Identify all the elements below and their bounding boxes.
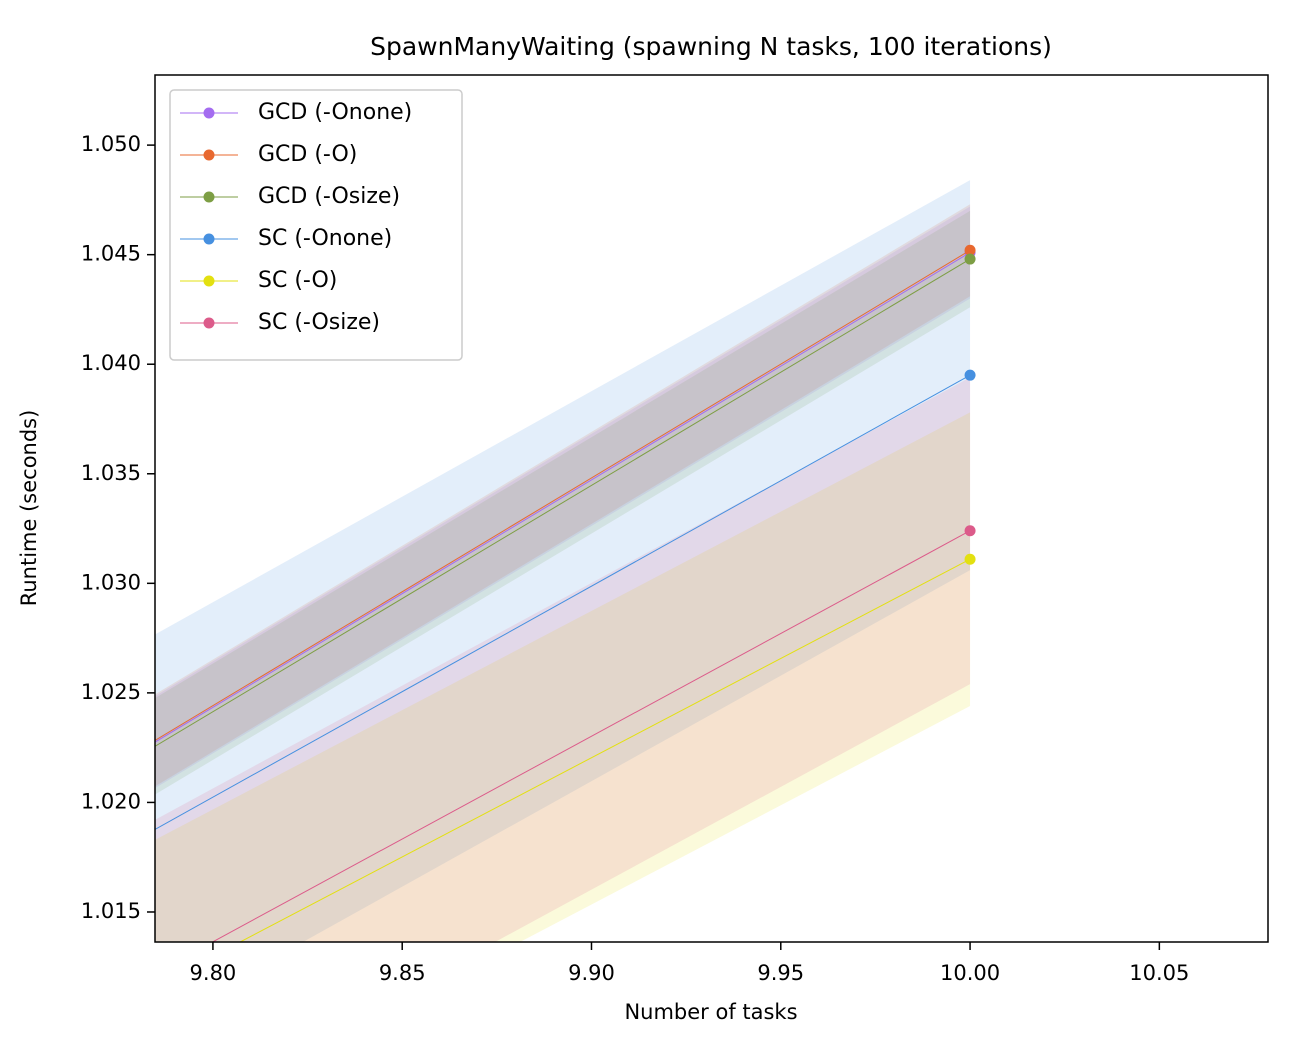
legend-label: GCD (-Onone) xyxy=(258,100,412,125)
series-marker xyxy=(964,369,976,381)
x-tick-label: 9.85 xyxy=(379,961,426,985)
y-tick-label: 1.020 xyxy=(81,789,141,813)
x-tick-label: 10.00 xyxy=(940,961,1000,985)
x-tick-label: 9.90 xyxy=(568,961,615,985)
legend-box xyxy=(169,89,463,361)
y-tick-label: 1.030 xyxy=(81,570,141,594)
legend-label: SC (-Onone) xyxy=(258,226,392,251)
y-tick-label: 1.015 xyxy=(81,899,141,923)
legend-label: GCD (-Osize) xyxy=(258,184,400,209)
y-tick-label: 1.045 xyxy=(81,242,141,266)
series-marker xyxy=(964,525,976,537)
series-line xyxy=(155,374,971,831)
legend-marker xyxy=(203,317,215,329)
series-line xyxy=(155,252,971,743)
x-axis-label: Number of tasks xyxy=(624,1000,797,1024)
axes: 9.80 9.85 9.90 9.95 10.00 10.05 1.015 1.020 1.02… xyxy=(81,132,1190,985)
legend-marker xyxy=(203,233,215,245)
legend: GCD (-Onone) GCD (-O) GCD (-Osize) SC (-Ono… xyxy=(169,89,463,361)
plot-area xyxy=(155,180,976,942)
y-tick-label: 1.035 xyxy=(81,461,141,485)
confidence-band xyxy=(155,180,971,942)
axes-frame xyxy=(154,74,1269,943)
series-marker xyxy=(964,553,976,565)
confidence-band xyxy=(155,412,971,942)
series-line xyxy=(239,558,971,942)
x-tick-label: 9.95 xyxy=(757,961,804,985)
legend-marker xyxy=(203,149,215,161)
legend-label: GCD (-O) xyxy=(258,142,357,167)
y-tick-label: 1.050 xyxy=(81,132,141,156)
y-tick-label: 1.025 xyxy=(81,680,141,704)
series-line xyxy=(211,530,971,942)
x-tick-label: 9.80 xyxy=(190,961,237,985)
legend-marker xyxy=(203,107,215,119)
series-line xyxy=(155,249,971,741)
legend-label: SC (-O) xyxy=(258,268,337,293)
legend-marker xyxy=(203,275,215,287)
legend-marker xyxy=(203,191,215,203)
confidence-band xyxy=(155,377,971,942)
y-axis-label: Runtime (seconds) xyxy=(17,410,41,607)
series-marker xyxy=(964,244,976,256)
legend-label: SC (-Osize) xyxy=(258,310,380,335)
chart-title: SpawnManyWaiting (spawning N tasks, 100 … xyxy=(370,32,1052,61)
series-line xyxy=(155,258,971,747)
y-tick-label: 1.040 xyxy=(81,351,141,375)
x-tick-label: 10.05 xyxy=(1129,961,1189,985)
series-marker xyxy=(964,253,976,265)
